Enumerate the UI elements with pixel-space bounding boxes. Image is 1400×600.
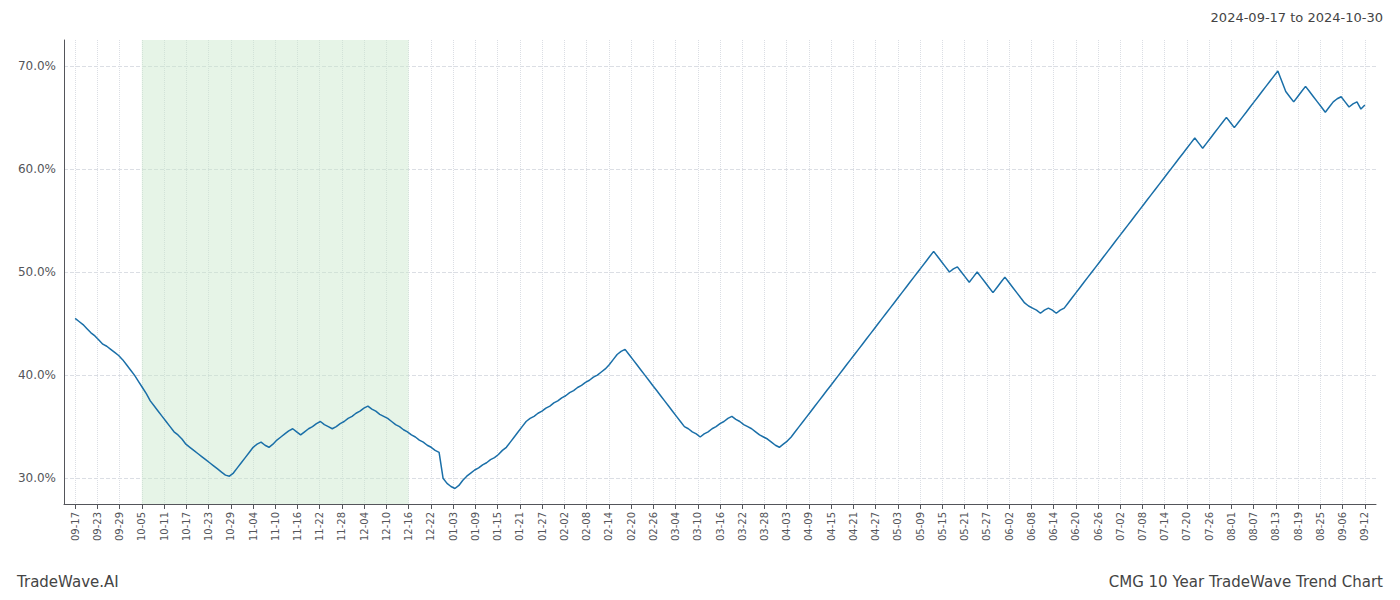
svg-text:05-09: 05-09: [915, 512, 926, 541]
svg-text:10-05: 10-05: [136, 512, 147, 541]
svg-text:09-06: 09-06: [1337, 512, 1348, 541]
svg-text:02-14: 02-14: [603, 512, 614, 541]
svg-text:08-13: 08-13: [1270, 512, 1281, 541]
svg-text:06-08: 06-08: [1026, 512, 1037, 541]
svg-text:06-14: 06-14: [1048, 512, 1059, 541]
svg-text:07-20: 07-20: [1181, 512, 1192, 541]
svg-text:04-21: 04-21: [848, 512, 859, 541]
svg-text:07-14: 07-14: [1159, 512, 1170, 541]
svg-text:03-04: 03-04: [670, 512, 681, 541]
svg-text:CMG 10 Year TradeWave Trend Ch: CMG 10 Year TradeWave Trend Chart: [1109, 573, 1383, 591]
svg-text:07-02: 07-02: [1115, 512, 1126, 541]
svg-text:40.0%: 40.0%: [18, 368, 56, 382]
svg-text:02-02: 02-02: [559, 512, 570, 541]
svg-text:10-29: 10-29: [225, 512, 236, 541]
svg-text:02-26: 02-26: [648, 512, 659, 541]
svg-text:11-28: 11-28: [336, 512, 347, 541]
svg-text:05-15: 05-15: [937, 512, 948, 541]
svg-text:09-12: 09-12: [1359, 512, 1370, 541]
svg-text:10-17: 10-17: [181, 512, 192, 541]
svg-text:2024-09-17 to 2024-10-30: 2024-09-17 to 2024-10-30: [1211, 10, 1383, 25]
svg-text:09-17: 09-17: [70, 512, 81, 541]
svg-text:12-16: 12-16: [403, 512, 414, 541]
svg-text:03-28: 03-28: [759, 512, 770, 541]
svg-text:04-09: 04-09: [803, 512, 814, 541]
svg-text:04-03: 04-03: [781, 512, 792, 541]
svg-text:01-03: 01-03: [448, 512, 459, 541]
svg-text:03-22: 03-22: [737, 512, 748, 541]
svg-text:70.0%: 70.0%: [18, 59, 56, 73]
svg-text:08-01: 08-01: [1226, 512, 1237, 541]
svg-text:50.0%: 50.0%: [18, 265, 56, 279]
svg-text:09-29: 09-29: [114, 512, 125, 541]
svg-text:01-27: 01-27: [537, 512, 548, 541]
svg-text:04-15: 04-15: [826, 512, 837, 541]
svg-text:12-04: 12-04: [359, 512, 370, 541]
svg-text:11-16: 11-16: [292, 512, 303, 541]
svg-text:03-16: 03-16: [715, 512, 726, 541]
svg-text:01-09: 01-09: [470, 512, 481, 541]
svg-text:06-20: 06-20: [1070, 512, 1081, 541]
svg-text:30.0%: 30.0%: [18, 471, 56, 485]
svg-text:TradeWave.AI: TradeWave.AI: [16, 573, 119, 591]
svg-text:01-21: 01-21: [514, 512, 525, 541]
svg-text:05-21: 05-21: [959, 512, 970, 541]
svg-text:08-19: 08-19: [1293, 512, 1304, 541]
svg-text:10-23: 10-23: [203, 512, 214, 541]
svg-text:01-15: 01-15: [492, 512, 503, 541]
svg-text:12-10: 12-10: [381, 512, 392, 541]
svg-text:06-26: 06-26: [1093, 512, 1104, 541]
svg-text:11-22: 11-22: [314, 512, 325, 541]
svg-text:11-10: 11-10: [270, 512, 281, 541]
svg-text:02-20: 02-20: [626, 512, 637, 541]
svg-text:02-08: 02-08: [581, 512, 592, 541]
svg-text:07-26: 07-26: [1204, 512, 1215, 541]
svg-text:07-08: 07-08: [1137, 512, 1148, 541]
svg-text:11-04: 11-04: [248, 512, 259, 541]
svg-text:12-22: 12-22: [425, 512, 436, 541]
svg-text:06-02: 06-02: [1004, 512, 1015, 541]
svg-text:10-11: 10-11: [159, 512, 170, 541]
svg-text:05-27: 05-27: [981, 512, 992, 541]
svg-text:09-23: 09-23: [92, 512, 103, 541]
svg-text:60.0%: 60.0%: [18, 162, 56, 176]
svg-text:05-03: 05-03: [892, 512, 903, 541]
svg-text:08-07: 08-07: [1248, 512, 1259, 541]
svg-text:08-25: 08-25: [1315, 512, 1326, 541]
svg-text:04-27: 04-27: [870, 512, 881, 541]
svg-text:03-10: 03-10: [692, 512, 703, 541]
